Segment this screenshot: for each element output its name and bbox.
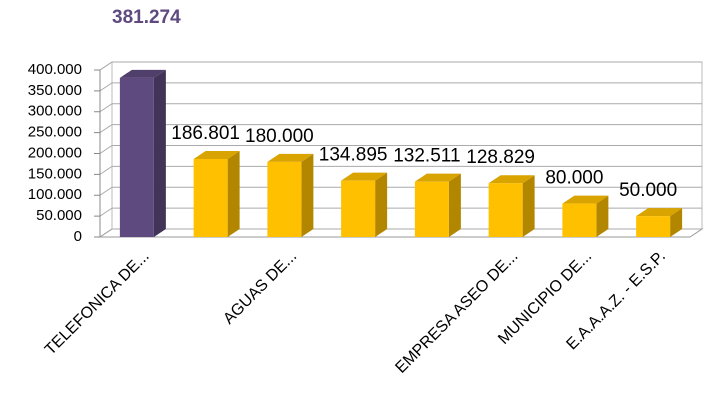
- bar-face: [341, 180, 376, 237]
- bar-face: [414, 173, 461, 182]
- y-tick-label: 100.000: [28, 186, 82, 203]
- bar-face: [562, 203, 597, 237]
- bar-face: [636, 208, 683, 217]
- bar-face: [119, 69, 166, 78]
- bar-face: [562, 195, 609, 204]
- grid-line: [99, 124, 702, 134]
- floor: [98, 228, 704, 238]
- y-tick-label: 150.000: [28, 165, 82, 182]
- y-tick-label: 250.000: [28, 124, 82, 141]
- grid-line: [99, 228, 702, 238]
- bar-face: [522, 175, 535, 237]
- x-tick-label: AGUAS DE...: [220, 248, 300, 328]
- bar-face: [267, 153, 314, 162]
- grid-line: [99, 82, 702, 92]
- grid-line: [99, 207, 702, 217]
- y-tick-label: 300.000: [28, 103, 82, 120]
- bar-face: [414, 181, 449, 237]
- data-label: 128.829: [466, 147, 535, 168]
- bar: [636, 208, 683, 237]
- bar-face: [596, 195, 609, 237]
- data-label: 50.000: [619, 180, 677, 201]
- data-label: 180.000: [245, 126, 314, 147]
- bar-face: [119, 77, 154, 237]
- bar: [119, 69, 166, 237]
- y-tick-label: 0: [74, 228, 82, 245]
- bar-face: [488, 175, 535, 184]
- data-label: 381.274: [112, 7, 181, 28]
- data-label: 186.801: [171, 123, 240, 144]
- data-label: 80.000: [545, 168, 603, 189]
- bar-face: [193, 159, 228, 237]
- bar-face: [636, 216, 671, 237]
- bar: [267, 153, 314, 237]
- y-tick-label: 350.000: [28, 82, 82, 99]
- bar: [488, 175, 535, 237]
- bar: [193, 151, 240, 237]
- bar: [562, 195, 609, 237]
- bar-face: [193, 151, 240, 160]
- x-tick-label: EMPRESA ASEO DE...: [392, 248, 521, 377]
- bar-face: [227, 151, 240, 237]
- x-tick-label: TELEFONICA DE...: [42, 248, 153, 359]
- bar-face: [267, 161, 302, 237]
- grid-line: [99, 145, 702, 154]
- y-tick-label: 200.000: [28, 144, 82, 161]
- bar-face: [153, 69, 166, 237]
- bar: [414, 173, 461, 237]
- bar: [341, 172, 388, 237]
- bar-face: [488, 183, 523, 237]
- data-label: 134.895: [319, 145, 388, 166]
- y-tick-label: 400.000: [28, 61, 82, 78]
- bar-face: [448, 173, 461, 237]
- data-label: 132.511: [393, 146, 460, 167]
- grid-line: [99, 61, 702, 71]
- grid-line: [99, 186, 702, 196]
- bar-face: [375, 172, 388, 237]
- grid-line: [99, 103, 702, 113]
- grid-line: [99, 165, 702, 175]
- bar-face: [301, 153, 314, 237]
- y-tick-label: 50.000: [36, 207, 82, 224]
- bar-face: [670, 208, 683, 237]
- bar-face: [341, 172, 388, 181]
